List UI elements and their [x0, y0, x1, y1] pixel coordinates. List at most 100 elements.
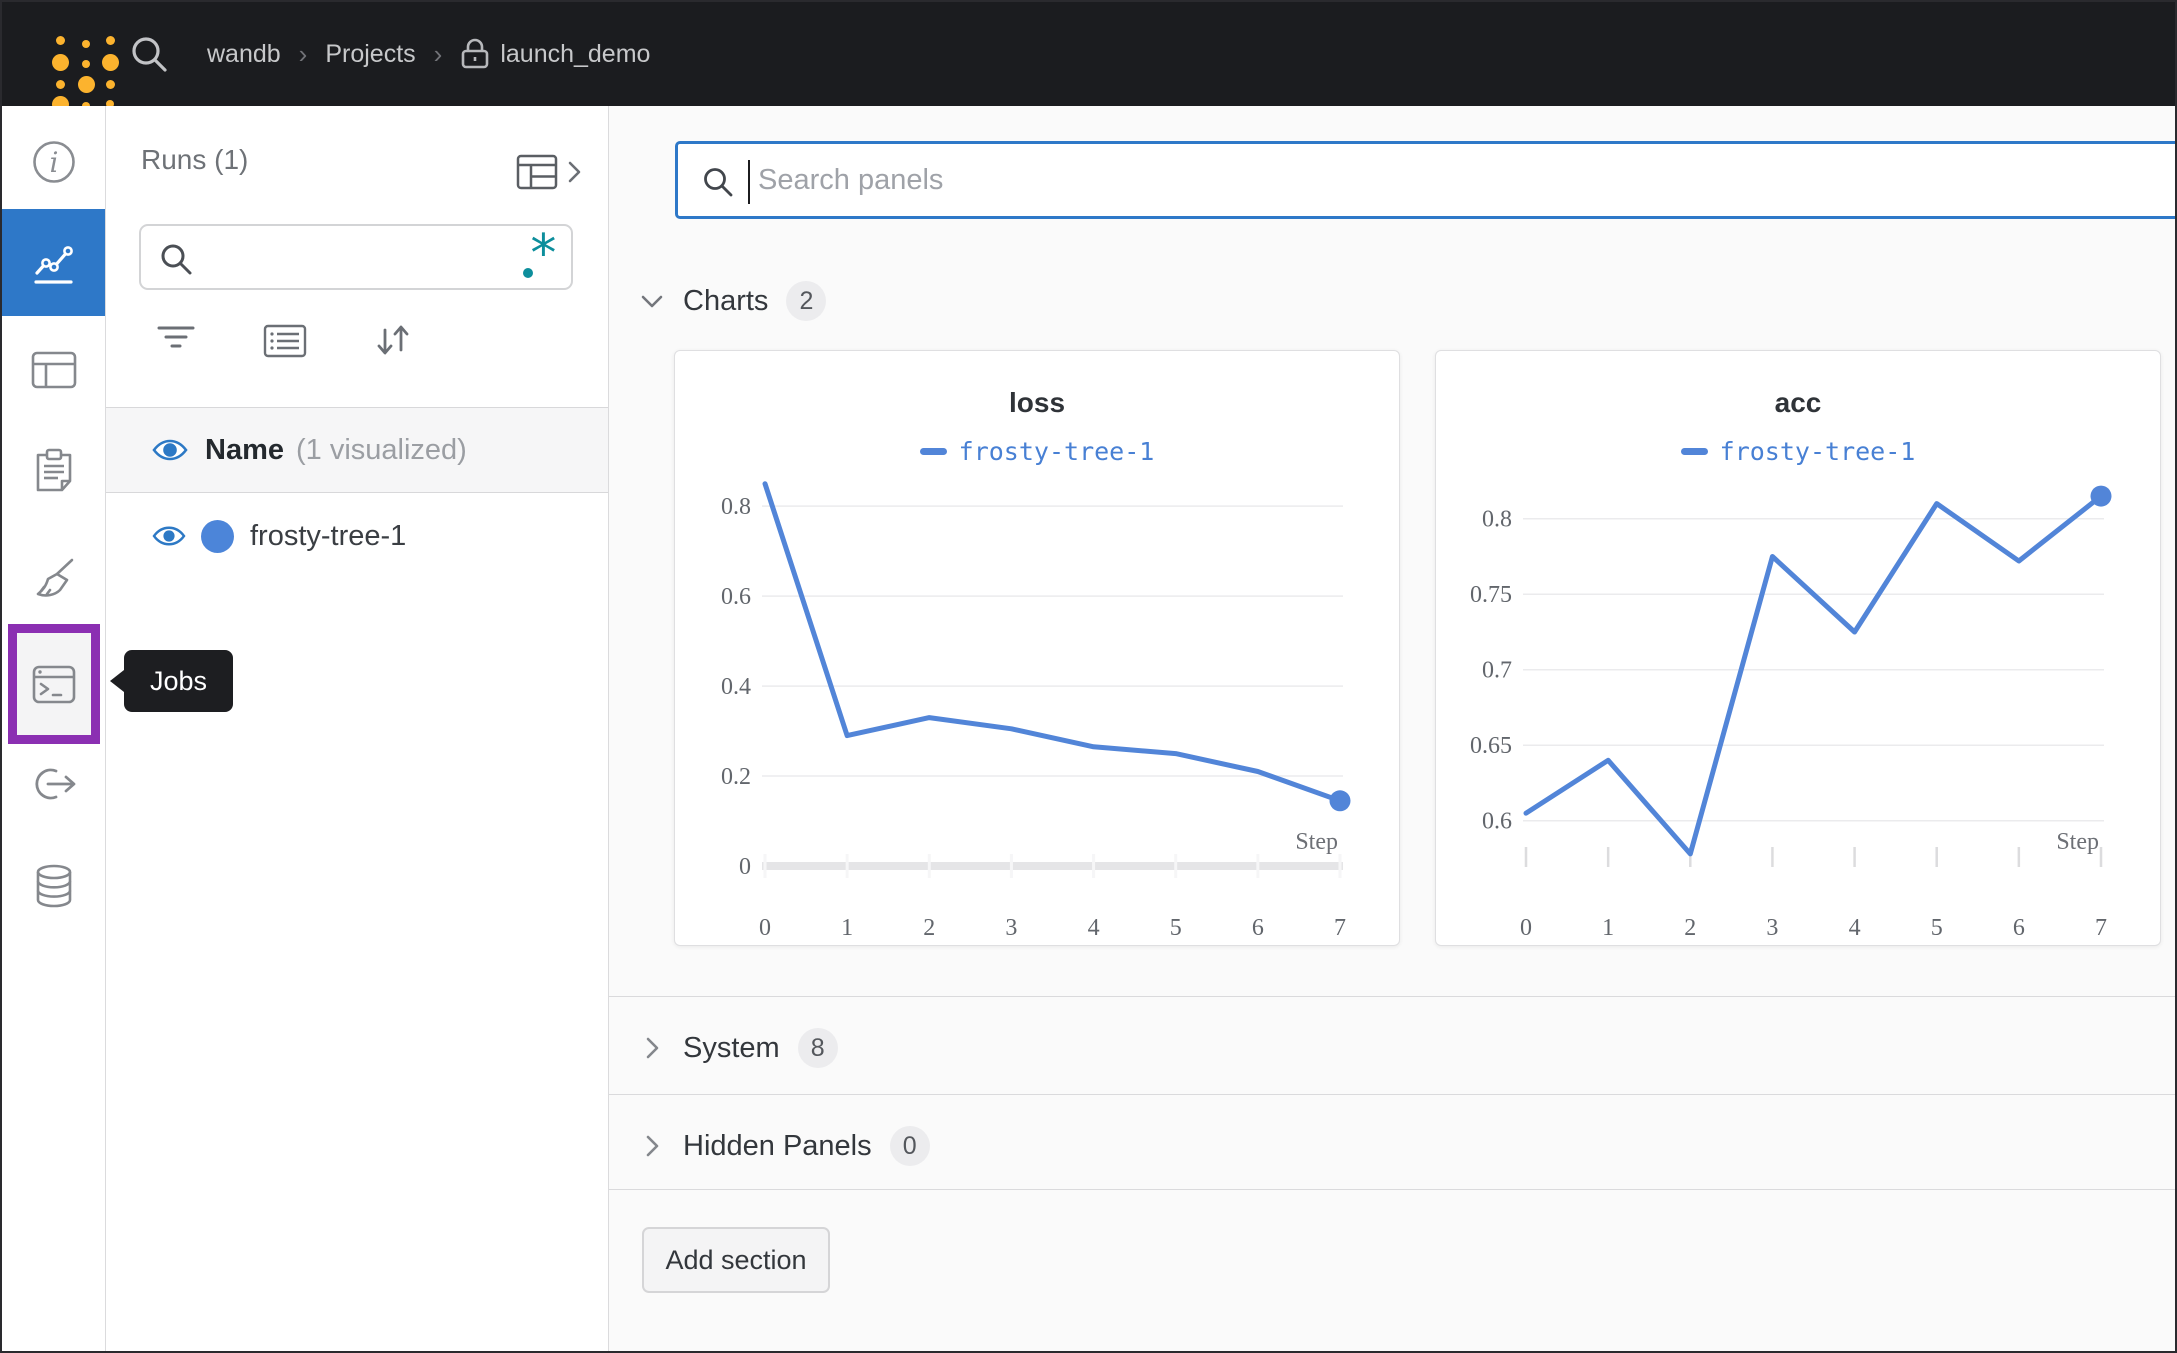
- panel-search-box: [675, 141, 2175, 219]
- chart-title: acc: [1774, 387, 1822, 418]
- svg-text:2: 2: [923, 915, 935, 941]
- chevron-right-icon[interactable]: [639, 1133, 665, 1159]
- section-header-hidden-panels: Hidden Panels 0: [639, 1126, 930, 1166]
- workspace-main: Charts 2 0 0.2 0.4 0.6 0.8 0 1 2 3 4 5 6 7 Step loss …: [609, 106, 2175, 1351]
- runs-visibility-header-row[interactable]: Name (1 visualized): [106, 407, 608, 493]
- legend-line-swatch: [919, 448, 947, 455]
- chevron-right-icon: [566, 159, 584, 185]
- runs-toolbar: [106, 324, 608, 374]
- sidebar-item-reports[interactable]: [2, 422, 105, 518]
- jobs-tooltip-label: Jobs: [150, 665, 208, 696]
- svg-text:3: 3: [1766, 915, 1778, 941]
- info-icon: i: [31, 139, 77, 185]
- svg-text:7: 7: [1334, 915, 1346, 941]
- section-count-badge: 2: [786, 281, 827, 321]
- add-section-button[interactable]: Add section: [642, 1227, 830, 1293]
- svg-text:6: 6: [2013, 915, 2025, 941]
- breadcrumb: wandb › Projects › launch_demo: [207, 2, 650, 106]
- lock-icon: [460, 37, 490, 71]
- section-divider: [609, 996, 2175, 997]
- section-divider: [609, 1094, 2175, 1095]
- legend-run-label: frosty-tree-1: [1719, 437, 1916, 466]
- svg-text:0: 0: [739, 854, 751, 880]
- run-color-dot: [201, 519, 234, 553]
- svg-text:0.6: 0.6: [721, 584, 751, 610]
- sidebar-item-jobs[interactable]: [8, 624, 100, 744]
- section-label-hidden-panels: Hidden Panels: [683, 1129, 872, 1162]
- sidebar-item-workspace[interactable]: [2, 209, 105, 316]
- grouping-button[interactable]: [263, 324, 307, 358]
- section-header-system: System 8: [639, 1028, 838, 1068]
- panel-search-input[interactable]: [756, 150, 2056, 210]
- svg-text:0.4: 0.4: [721, 674, 751, 700]
- section-header-charts: Charts 2: [639, 281, 827, 321]
- legend-line-swatch: [1680, 448, 1708, 455]
- runs-sidebar: Runs (1): [106, 106, 609, 1351]
- wandb-logo-icon[interactable]: [26, 16, 119, 113]
- sidebar-rail: i: [2, 106, 106, 1351]
- svg-text:2: 2: [1684, 915, 1696, 941]
- visibility-header-label: Name: [205, 433, 284, 466]
- regex-toggle-icon[interactable]: *: [521, 224, 559, 286]
- section-divider: [609, 1189, 2175, 1190]
- breadcrumb-project-name[interactable]: launch_demo: [500, 39, 651, 68]
- section-count-badge: 8: [797, 1028, 838, 1068]
- chart-panel-acc[interactable]: 0.6 0.65 0.7 0.75 0.8 0 1 2 3 4 5 6 7 Step acc frosty…: [1435, 350, 2161, 946]
- search-icon: [702, 166, 736, 200]
- breadcrumb-separator: ›: [433, 38, 443, 69]
- svg-text:1: 1: [841, 915, 853, 941]
- runs-table-view-button[interactable]: [516, 154, 584, 190]
- sidebar-item-overview[interactable]: i: [2, 114, 105, 210]
- loss-chart-canvas: 0 0.2 0.4 0.6 0.8 0 1 2 3 4 5 6 7 Step: [721, 481, 1351, 941]
- sidebar-item-sweeps[interactable]: [2, 530, 105, 626]
- run-list-item[interactable]: frosty-tree-1: [106, 493, 608, 579]
- svg-text:0.7: 0.7: [1482, 658, 1512, 684]
- visibility-header-annotation: (1 visualized): [296, 433, 467, 466]
- svg-text:5: 5: [1170, 915, 1182, 941]
- section-label-system: System: [683, 1031, 780, 1064]
- chart-panel-loss[interactable]: 0 0.2 0.4 0.6 0.8 0 1 2 3 4 5 6 7 Step loss frosty-tr…: [674, 350, 1400, 946]
- sort-button[interactable]: [374, 324, 412, 356]
- svg-text:0: 0: [759, 915, 771, 941]
- svg-text:Step: Step: [1295, 829, 1338, 855]
- broom-icon: [30, 554, 78, 602]
- svg-text:4: 4: [1849, 915, 1861, 941]
- table-icon: [516, 154, 558, 190]
- eye-visibility-icon[interactable]: [151, 436, 189, 464]
- chart-legend: frosty-tree-1: [675, 437, 1399, 466]
- sidebar-item-launch[interactable]: [2, 736, 105, 832]
- runs-panel-title: Runs (1): [141, 144, 249, 175]
- top-navbar: wandb › Projects › launch_demo: [2, 2, 2175, 113]
- breadcrumb-projects-link[interactable]: Projects: [325, 39, 416, 68]
- svg-text:0.65: 0.65: [1470, 733, 1512, 759]
- sidebar-item-artifacts[interactable]: [2, 838, 105, 934]
- text-cursor: [748, 160, 750, 204]
- svg-text:7: 7: [2095, 915, 2107, 941]
- chevron-down-icon[interactable]: [639, 288, 665, 314]
- svg-text:5: 5: [1931, 915, 1943, 941]
- svg-text:0.8: 0.8: [721, 494, 751, 520]
- filter-button[interactable]: [156, 324, 196, 350]
- sidebar-item-panels[interactable]: [2, 322, 105, 418]
- svg-text:0.75: 0.75: [1470, 582, 1512, 608]
- svg-text:0.6: 0.6: [1482, 809, 1512, 835]
- chevron-right-icon[interactable]: [639, 1035, 665, 1061]
- jobs-tooltip: Jobs: [109, 650, 234, 712]
- search-icon: [159, 242, 195, 278]
- breadcrumb-team-link[interactable]: wandb: [207, 39, 281, 68]
- svg-text:6: 6: [1252, 915, 1264, 941]
- section-count-badge: 0: [889, 1126, 930, 1166]
- navbar-search-icon[interactable]: [130, 35, 170, 75]
- legend-run-label: frosty-tree-1: [958, 437, 1155, 466]
- terminal-icon: [30, 660, 78, 708]
- eye-visibility-icon[interactable]: [151, 523, 187, 549]
- svg-text:3: 3: [1005, 915, 1017, 941]
- panels-grid-icon: [30, 346, 78, 394]
- chart-title: loss: [1008, 387, 1066, 418]
- clipboard-icon: [30, 445, 78, 495]
- runs-search-input[interactable]: [205, 230, 505, 284]
- launch-link-icon: [29, 762, 79, 806]
- runs-search-box: *: [139, 224, 573, 290]
- svg-text:Step: Step: [2056, 829, 2099, 855]
